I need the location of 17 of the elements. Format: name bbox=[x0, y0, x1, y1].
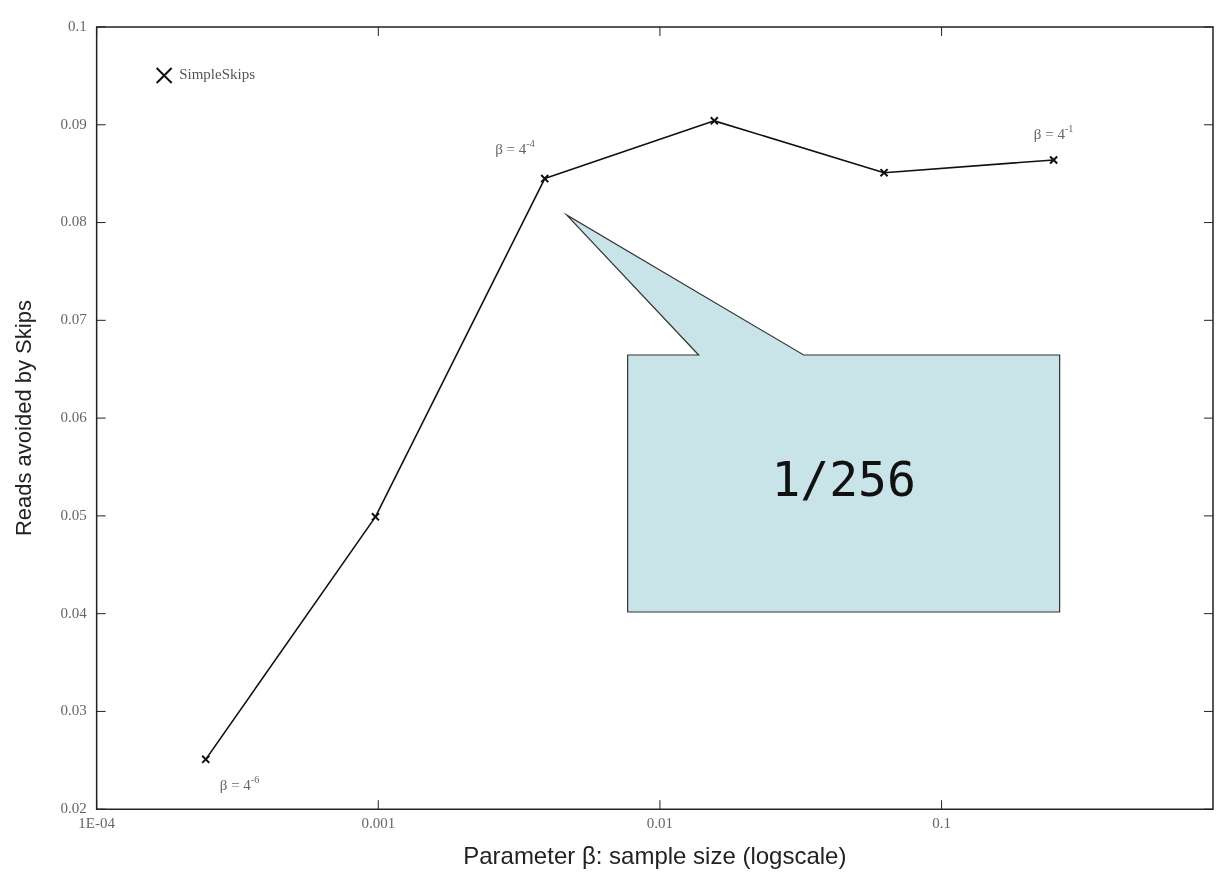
y-tick-label: 0.02 bbox=[60, 800, 87, 817]
y-tick-label: 0.04 bbox=[60, 604, 88, 621]
y-tick-label: 0.07 bbox=[60, 311, 88, 328]
y-tick-label: 0.09 bbox=[60, 115, 87, 132]
x-tick-label: 0.001 bbox=[361, 815, 396, 832]
y-tick-label: 0.1 bbox=[67, 17, 87, 34]
y-axis-title: Reads avoided by Skips bbox=[11, 300, 37, 537]
x-axis-title: Parameter β: sample size (logscale) bbox=[463, 842, 847, 870]
y-tick-label: 0.08 bbox=[60, 213, 87, 230]
x-tick-label: 0.01 bbox=[646, 815, 674, 832]
legend-label: SimpleSkips bbox=[179, 66, 256, 83]
annotation: 1/256 bbox=[771, 450, 916, 507]
y-tick-label: 0.05 bbox=[60, 506, 87, 523]
x-tick-label: 1E-04 bbox=[78, 815, 116, 832]
x-tick-label: 0.1 bbox=[932, 815, 951, 832]
y-tick-label: 0.03 bbox=[60, 702, 87, 719]
y-tick-label: 0.06 bbox=[60, 409, 88, 426]
